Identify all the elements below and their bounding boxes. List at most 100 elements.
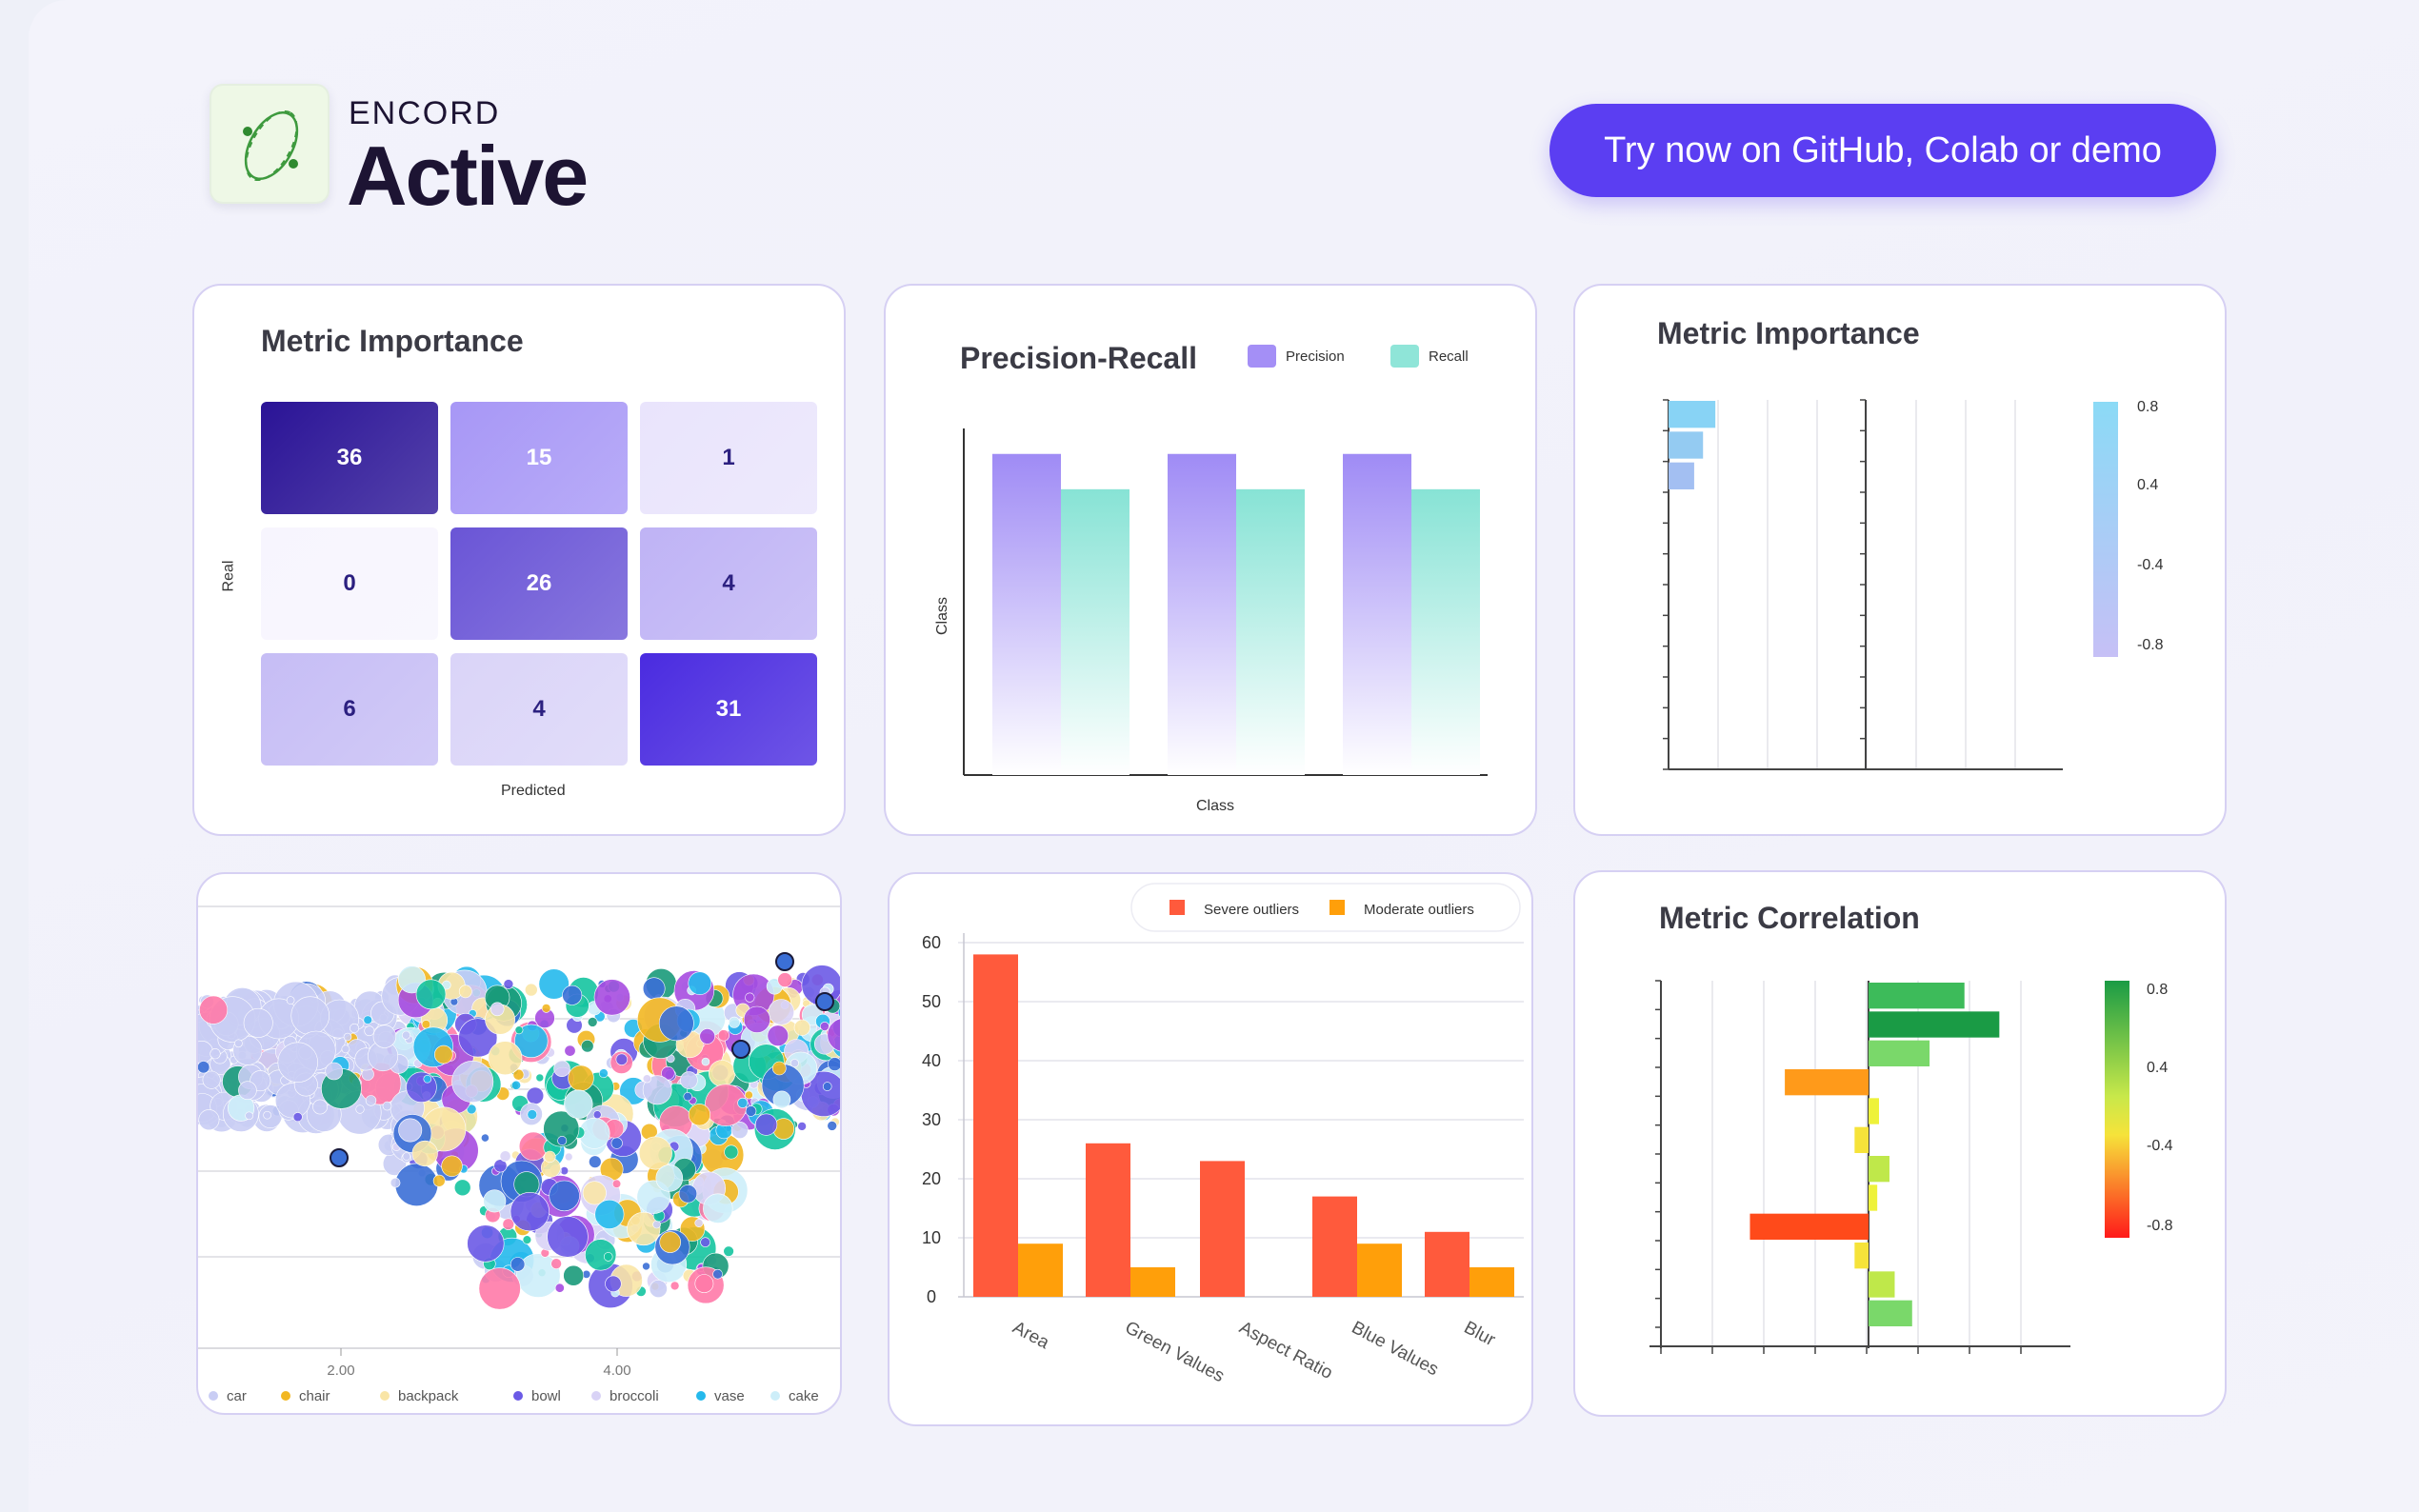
scatter-point — [312, 1099, 329, 1115]
scatter-point — [467, 1224, 505, 1263]
try-now-button[interactable]: Try now on GitHub, Colab or demo — [1549, 104, 2216, 197]
y-axis-label: Real — [220, 560, 237, 592]
colorbar-tick-label: -0.4 — [2137, 557, 2164, 573]
scatter-point — [325, 1062, 343, 1081]
matrix-cell: 6 — [261, 653, 438, 766]
correlation-bar — [1854, 1243, 1869, 1269]
y-tick-label: 50 — [922, 992, 941, 1011]
scatter-point — [723, 1245, 734, 1257]
scatter-point — [827, 1121, 838, 1131]
y-tick-label: 10 — [922, 1228, 941, 1247]
scatter-point — [478, 1267, 521, 1310]
x-tick-label: Aspect Ratio — [1236, 1318, 1336, 1383]
matrix-cell: 4 — [450, 653, 628, 766]
card-title: Metric Importance — [261, 324, 524, 358]
scatter-point — [503, 979, 514, 989]
y-axis-label: Class — [934, 596, 951, 636]
legend-label: Severe outliers — [1204, 902, 1299, 918]
scatter-point — [198, 1109, 220, 1131]
legend-box — [1130, 883, 1521, 932]
scatter-point — [458, 985, 472, 999]
scatter-point — [717, 1029, 730, 1042]
correlation-chart: 0.8 0.4 -0.4 -0.8 — [1649, 980, 2173, 1354]
orbit-icon — [243, 109, 299, 182]
scatter-point — [585, 1239, 617, 1271]
embedding-scatter-card: 2.00 4.00 car chair backpack bowl broccoli vase… — [196, 872, 842, 1415]
scatter-point — [655, 1164, 684, 1192]
scatter-point — [451, 1061, 494, 1104]
scatter-point — [502, 1218, 514, 1230]
scatter-point — [365, 1095, 377, 1106]
colorbar-tick-label: -0.4 — [2147, 1138, 2173, 1154]
matrix-cell: 31 — [640, 653, 817, 766]
scatter-point — [683, 1092, 692, 1102]
y-tick-label: 20 — [922, 1169, 941, 1188]
scatter-point — [535, 1073, 545, 1083]
correlation-bar — [1869, 1011, 2000, 1038]
moderate-bar — [1018, 1243, 1063, 1297]
scatter-point — [700, 1237, 710, 1248]
highlighted-point — [731, 1040, 750, 1059]
y-tick-label: 30 — [922, 1110, 941, 1129]
legend-marker — [696, 1391, 706, 1401]
legend-label: vase — [714, 1388, 745, 1404]
importance-bar — [1669, 462, 1694, 489]
scatter-point — [708, 1060, 736, 1087]
scatter-point — [642, 1074, 651, 1084]
colorbar-tick-label: 0.4 — [2137, 477, 2158, 493]
moderate-bar — [1469, 1267, 1514, 1297]
x-axis-label: Predicted — [501, 783, 566, 799]
severe-bar — [1425, 1231, 1469, 1297]
correlation-bar — [1869, 1098, 1879, 1124]
scatter-point — [390, 1177, 401, 1188]
scatter-point — [423, 1074, 432, 1084]
matrix-cell: 1 — [640, 402, 817, 514]
scatter-point — [341, 1044, 350, 1054]
legend-swatch — [1329, 900, 1345, 915]
scatter-point — [563, 1264, 585, 1286]
scatter-point — [592, 1110, 602, 1120]
scatter-point — [238, 1081, 257, 1100]
scatter-point — [543, 1110, 580, 1147]
colorbar — [2105, 981, 2129, 1238]
precision-bar — [1168, 453, 1236, 775]
legend-label: broccoli — [610, 1388, 659, 1404]
correlation-bar — [1869, 1184, 1878, 1211]
scatter-point — [688, 971, 712, 995]
matrix-cell: 4 — [640, 527, 817, 640]
y-tick-label: 0 — [927, 1287, 936, 1306]
scatter-point — [797, 1122, 807, 1131]
scatter-point — [611, 1179, 622, 1188]
legend-label: bowl — [531, 1388, 561, 1404]
scatter-point — [343, 1032, 352, 1042]
severe-bar — [1200, 1161, 1245, 1297]
scatter-point — [615, 1053, 628, 1065]
scatter-point — [659, 1231, 682, 1253]
scatter-point — [526, 1086, 545, 1105]
scatter-point — [642, 1075, 672, 1105]
card-title: Precision-Recall — [960, 341, 1197, 375]
scatter-point — [772, 1090, 791, 1109]
scatter-point — [453, 1179, 471, 1197]
scatter-point — [793, 1019, 810, 1036]
legend-swatch — [1390, 345, 1419, 368]
scatter-point — [372, 1025, 397, 1048]
scatter-point — [421, 1020, 431, 1029]
scatter-point — [694, 1218, 704, 1227]
scatter-point — [516, 1253, 561, 1298]
y-tick-label: 40 — [922, 1051, 941, 1070]
highlighted-point — [330, 1148, 349, 1167]
scatter-point — [627, 1211, 661, 1246]
scatter-point — [198, 1061, 210, 1074]
scatter-point — [514, 1025, 524, 1035]
scatter-point — [568, 1064, 594, 1092]
scatter-point — [820, 1021, 830, 1031]
legend-label: Moderate outliers — [1364, 902, 1474, 918]
scatter-point — [277, 1042, 318, 1083]
scatter-point — [432, 1174, 446, 1187]
scatter-chart: 2.00 4.00 car chair backpack bowl broccoli vase… — [198, 905, 840, 1404]
correlation-bar — [1749, 1213, 1869, 1240]
legend-marker — [591, 1391, 601, 1401]
scatter-point — [767, 1025, 789, 1046]
y-tick-label: 60 — [922, 933, 941, 952]
